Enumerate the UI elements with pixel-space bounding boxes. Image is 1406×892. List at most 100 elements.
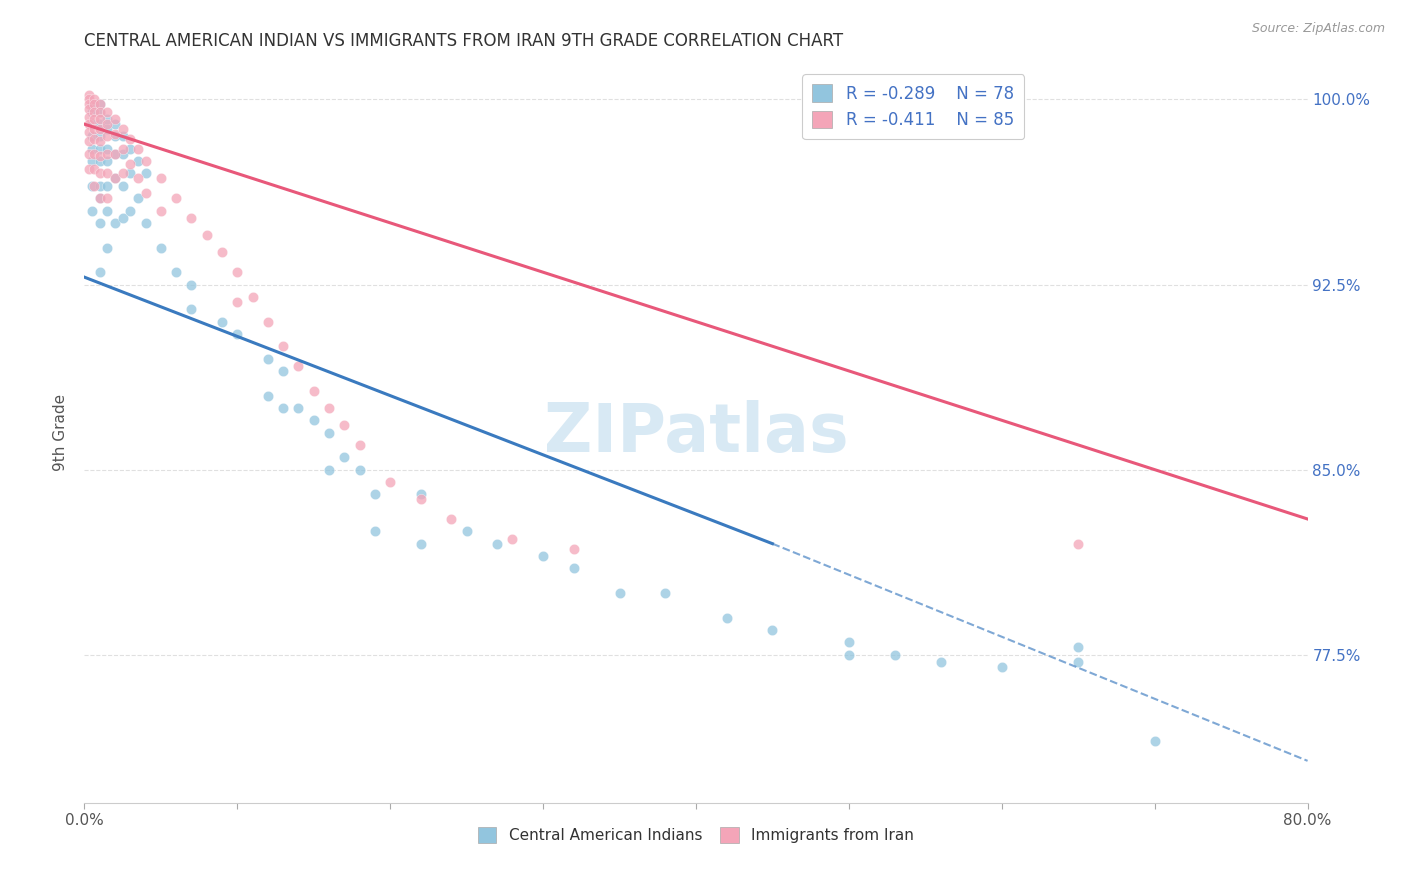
Point — [89, 97, 111, 112]
Point — [562, 541, 585, 556]
Point — [89, 216, 111, 230]
Point — [89, 104, 111, 119]
Point — [929, 655, 952, 669]
Point — [838, 648, 860, 662]
Point — [96, 154, 118, 169]
Point — [96, 112, 118, 127]
Point — [96, 104, 118, 119]
Point — [127, 171, 149, 186]
Point — [486, 536, 509, 550]
Point — [89, 104, 111, 119]
Point — [89, 149, 111, 163]
Point — [135, 216, 157, 230]
Point — [883, 648, 905, 662]
Point — [609, 586, 631, 600]
Point — [991, 660, 1014, 674]
Point — [838, 635, 860, 649]
Point — [287, 401, 309, 415]
Point — [96, 203, 118, 218]
Point — [562, 561, 585, 575]
Point — [80, 178, 103, 193]
Point — [104, 146, 127, 161]
Point — [104, 112, 127, 127]
Point — [80, 97, 103, 112]
Point — [333, 450, 356, 465]
Point — [77, 92, 100, 106]
Point — [89, 166, 111, 180]
Point — [96, 166, 118, 180]
Point — [409, 536, 432, 550]
Point — [96, 122, 118, 136]
Text: CENTRAL AMERICAN INDIAN VS IMMIGRANTS FROM IRAN 9TH GRADE CORRELATION CHART: CENTRAL AMERICAN INDIAN VS IMMIGRANTS FR… — [84, 32, 844, 50]
Point — [1067, 655, 1090, 669]
Point — [195, 228, 218, 243]
Point — [104, 216, 127, 230]
Point — [89, 265, 111, 279]
Point — [111, 129, 134, 144]
Point — [80, 129, 103, 144]
Point — [502, 532, 524, 546]
Point — [364, 524, 387, 539]
Point — [80, 203, 103, 218]
Point — [83, 104, 105, 119]
Point — [111, 142, 134, 156]
Point — [226, 294, 249, 309]
Point — [89, 122, 111, 136]
Point — [111, 166, 134, 180]
Point — [149, 171, 172, 186]
Point — [89, 112, 111, 127]
Point — [89, 129, 111, 144]
Point — [271, 339, 294, 353]
Point — [83, 146, 105, 161]
Y-axis label: 9th Grade: 9th Grade — [53, 394, 69, 471]
Text: Source: ZipAtlas.com: Source: ZipAtlas.com — [1251, 22, 1385, 36]
Point — [1067, 640, 1090, 655]
Point — [531, 549, 554, 563]
Point — [242, 290, 264, 304]
Point — [120, 156, 142, 170]
Point — [257, 351, 280, 366]
Point — [83, 178, 105, 193]
Point — [89, 135, 111, 149]
Point — [89, 117, 111, 131]
Legend: Central American Indians, Immigrants from Iran: Central American Indians, Immigrants fro… — [471, 820, 921, 851]
Point — [83, 92, 105, 106]
Point — [364, 487, 387, 501]
Point — [80, 154, 103, 169]
Point — [135, 166, 157, 180]
Point — [111, 146, 134, 161]
Point — [83, 97, 105, 112]
Point — [120, 166, 142, 180]
Point — [226, 265, 249, 279]
Point — [111, 211, 134, 225]
Point — [83, 122, 105, 136]
Point — [77, 103, 100, 117]
Point — [409, 487, 432, 501]
Point — [211, 245, 233, 260]
Point — [165, 191, 187, 205]
Point — [287, 359, 309, 373]
Point — [302, 413, 325, 427]
Point — [80, 142, 103, 156]
Point — [80, 117, 103, 131]
Point — [89, 97, 111, 112]
Point — [104, 129, 127, 144]
Point — [83, 161, 105, 176]
Point — [96, 178, 118, 193]
Point — [271, 364, 294, 378]
Point — [180, 211, 202, 225]
Point — [127, 154, 149, 169]
Point — [226, 326, 249, 341]
Point — [302, 384, 325, 398]
Point — [149, 240, 172, 254]
Point — [89, 191, 111, 205]
Point — [180, 302, 202, 317]
Point — [77, 146, 100, 161]
Point — [333, 418, 356, 433]
Point — [96, 129, 118, 144]
Point — [77, 117, 100, 131]
Point — [77, 110, 100, 124]
Point — [96, 191, 118, 205]
Point — [89, 178, 111, 193]
Point — [89, 142, 111, 156]
